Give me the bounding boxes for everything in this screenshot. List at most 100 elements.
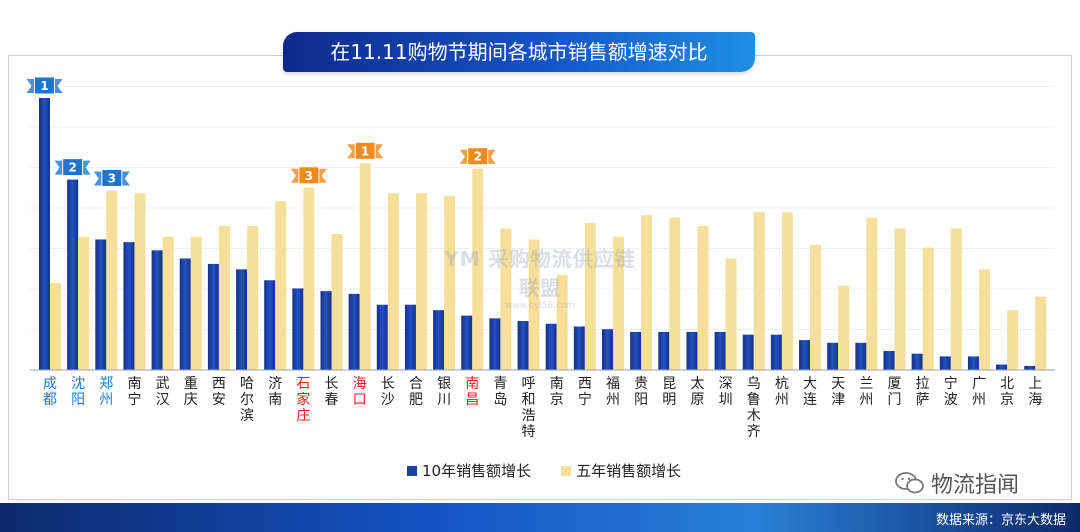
x-tick-label: 沈阳 [71,376,85,408]
bar-ten-year-成都 [39,98,50,370]
badge-rank-text: 3 [108,171,116,185]
x-tick-label: 昆明 [662,376,676,408]
rank-badge-郑州: 3 [93,168,130,187]
x-tick-label: 兰州 [859,376,873,408]
bar-ten-year-合肥 [404,304,416,370]
bar-five-year-南京 [556,274,568,370]
bar-five-year-拉萨 [922,247,934,370]
x-tick-label: 银川 [437,376,451,408]
bar-ten-year-南昌 [461,315,473,370]
x-tick-label: 武汉 [156,376,170,408]
bar-ten-year-深圳 [714,331,726,370]
x-tick-label: 广州 [972,376,986,408]
x-tick-label: 西安 [212,376,226,408]
wechat-name: 物流指闻 [931,473,1020,498]
bar-five-year-长春 [331,234,343,370]
legend-label-ten-year: 10年销售额增长 [422,462,532,480]
legend-item-five-year: 五年销售额增长 [561,460,681,481]
bar-five-year-乌鲁木齐 [753,212,765,370]
badge-body [62,158,84,177]
bar-ten-year-武汉 [151,250,163,370]
chart-legend: 10年销售额增长 五年销售额增长 [407,460,681,481]
bar-ten-year-南京 [545,323,557,370]
badge-body [467,147,489,166]
bar-five-year-海口 [359,163,371,370]
legend-label-five-year: 五年销售额增长 [576,462,682,480]
bar-ten-year-拉萨 [911,353,923,370]
x-tick-label: 成都 [43,376,57,408]
wechat-icon [895,471,925,495]
bar-five-year-北京 [1007,310,1019,370]
x-tick-label: 合肥 [409,376,423,408]
bar-ten-year-广州 [967,356,979,370]
x-tick-label: 南京 [550,376,564,408]
bar-ten-year-西宁 [573,326,585,370]
x-tick-label: 太原 [690,376,704,408]
bar-ten-year-南宁 [123,242,135,370]
bar-ten-year-哈尔滨 [236,269,248,370]
x-tick-label: 福州 [606,376,620,408]
bar-ten-year-长春 [320,291,332,370]
x-tick-label: 南宁 [127,376,141,408]
bar-five-year-兰州 [866,217,878,370]
x-tick-label: 杭州 [775,376,789,408]
footer-strip [0,503,1080,532]
x-tick-label: 贵阳 [634,376,648,408]
x-tick-label: 呼和浩特 [522,376,536,440]
wechat-account: 物流指闻 [895,468,1019,498]
rank-badge-石家庄: 3 [290,166,327,185]
rank-badge-沈阳: 2 [54,158,91,177]
x-tick-label: 长沙 [381,376,395,408]
bar-ten-year-青岛 [489,318,501,370]
bar-five-year-呼和浩特 [528,239,540,370]
bar-ten-year-兰州 [855,342,867,370]
badge-rank-text: 1 [361,144,369,158]
bar-ten-year-长沙 [376,304,388,370]
bar-ten-year-西安 [207,263,219,370]
bar-five-year-石家庄 [303,187,315,370]
badge-body [101,168,123,187]
x-tick-label: 宁波 [944,375,958,408]
bar-ten-year-福州 [602,329,613,370]
bar-five-year-武汉 [162,236,174,370]
bar-five-year-上海 [1035,296,1047,370]
bar-five-year-南宁 [134,193,146,370]
x-tick-label: 南昌 [465,376,479,408]
watermark-sub: www.cyl56.com [504,301,576,311]
bar-five-year-银川 [444,195,456,370]
bar-five-year-西宁 [584,223,596,370]
bar-five-year-合肥 [415,193,427,370]
x-tick-label: 石家庄 [296,376,310,424]
legend-swatch-ten-year [407,465,417,476]
bar-five-year-重庆 [190,236,202,370]
x-tick-label: 重庆 [184,376,198,408]
bar-ten-year-呼和浩特 [517,321,529,370]
x-tick-label: 哈尔滨 [240,376,254,424]
bar-five-year-郑州 [106,190,118,370]
bar-ten-year-石家庄 [292,288,304,370]
x-tick-label: 深圳 [719,376,733,408]
x-tick-label: 海口 [353,376,367,408]
x-tick-label: 上海 [1028,376,1042,408]
bar-ten-year-郑州 [95,239,107,370]
bar-ten-year-银川 [433,310,445,370]
bar-five-year-西安 [218,225,230,370]
chart-title: 在11.11购物节期间各城市销售额增速对比 [283,32,755,72]
bar-five-year-杭州 [781,212,793,370]
bar-ten-year-济南 [264,280,276,370]
bar-five-year-太原 [697,225,709,370]
bar-five-year-昆明 [669,217,681,370]
watermark-main: YM 采购物流供应链联盟 [444,247,636,300]
bar-five-year-大连 [810,244,822,370]
bar-ten-year-大连 [799,340,811,370]
bar-five-year-南昌 [472,168,484,370]
badge-body [298,166,320,185]
x-tick-label: 乌鲁木齐 [747,376,761,440]
bar-ten-year-北京 [996,364,1008,370]
bar-ten-year-天津 [827,342,839,370]
watermark: YM 采购物流供应链联盟 www.cyl56.com [440,243,640,311]
legend-item-ten-year: 10年销售额增长 [407,460,531,481]
x-tick-label: 济南 [268,376,282,408]
bar-ten-year-沈阳 [67,179,79,370]
